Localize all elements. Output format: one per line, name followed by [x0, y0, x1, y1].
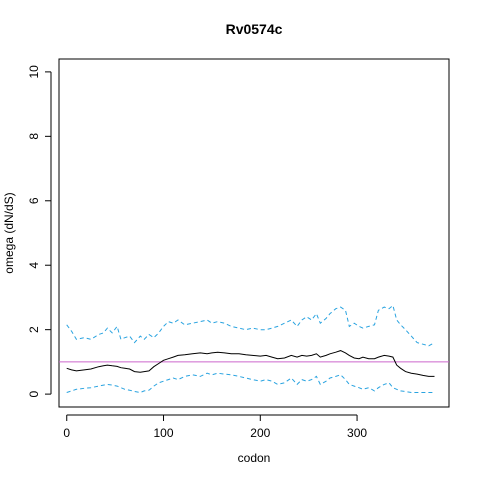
y-tick-label: 8: [27, 133, 41, 140]
y-tick-label: 0: [27, 390, 41, 397]
y-axis: 0 2 4 6 8 10: [27, 65, 52, 397]
series-line-0: [66, 304, 435, 347]
x-axis: 0 100 200 300: [63, 414, 367, 440]
y-tick-label: 10: [27, 65, 41, 79]
series-line-2: [66, 372, 435, 394]
y-tick-label: 6: [27, 197, 41, 204]
y-axis-label: omega (dN/dS): [2, 192, 16, 273]
plot-frame: [58, 58, 450, 408]
series-line-1: [66, 350, 435, 377]
series-group: [66, 304, 435, 394]
x-tick-label: 200: [250, 426, 270, 440]
x-tick-label: 0: [63, 426, 70, 440]
x-tick-label: 300: [347, 426, 367, 440]
y-tick-label: 2: [27, 326, 41, 333]
y-tick-label: 4: [27, 262, 41, 269]
chart-title: Rv0574c: [226, 21, 283, 37]
x-axis-label: codon: [238, 451, 271, 465]
x-tick-label: 100: [154, 426, 174, 440]
